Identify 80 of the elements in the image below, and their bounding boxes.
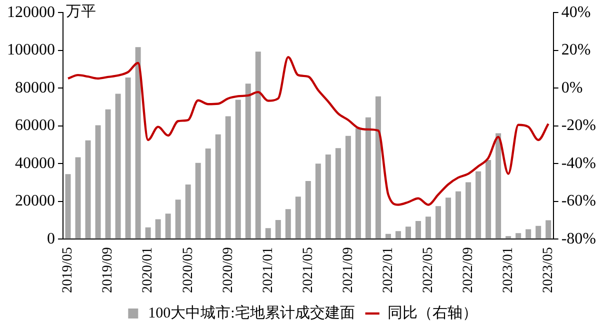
- bar: [385, 234, 391, 239]
- bar: [115, 94, 121, 239]
- bar: [335, 148, 341, 239]
- bar: [496, 133, 502, 239]
- bar: [405, 226, 411, 239]
- y-tick-label: 120000: [7, 4, 55, 21]
- x-tick-label: 2020/09: [220, 247, 236, 293]
- bar: [225, 116, 231, 239]
- x-tick-label: 2021/09: [340, 247, 356, 293]
- bar: [315, 164, 321, 239]
- x-tick-label: 2019/09: [100, 247, 116, 293]
- bar: [65, 174, 71, 239]
- bar: [185, 184, 191, 239]
- bar: [355, 128, 361, 239]
- bar: [506, 236, 512, 239]
- bar: [85, 140, 91, 239]
- y-tick-label: 60000: [15, 117, 55, 134]
- bar: [516, 233, 522, 239]
- x-tick-label: 2021/05: [300, 247, 316, 293]
- bar: [215, 134, 221, 239]
- x-tick-label: 2020/05: [180, 247, 196, 293]
- y-tick-label: 0: [47, 230, 55, 248]
- bar: [235, 100, 241, 239]
- x-tick-label: 2023/05: [541, 247, 556, 293]
- bar: [195, 162, 201, 239]
- y2-tick-label: 20%: [561, 42, 591, 59]
- bar: [75, 157, 81, 239]
- bar: [175, 200, 181, 239]
- x-tick-label: 2023/01: [500, 247, 516, 293]
- bar: [546, 220, 552, 239]
- bar: [105, 109, 111, 239]
- y2-tick-label: -20%: [561, 117, 596, 134]
- y-tick-label: 20000: [15, 192, 55, 210]
- y2-tick-label: -60%: [561, 192, 596, 210]
- bar: [526, 229, 532, 239]
- legend-label: 100大中城市:宅地累计成交建面: [148, 304, 355, 322]
- bar: [305, 180, 311, 239]
- bar: [135, 47, 141, 239]
- bar: [476, 171, 482, 239]
- bar: [255, 52, 261, 239]
- bar: [426, 216, 432, 239]
- y2-tick-label: -80%: [561, 230, 596, 248]
- bar: [415, 220, 421, 239]
- bar: [456, 191, 462, 239]
- line-series: [66, 56, 550, 206]
- y-tick-label: 100000: [7, 42, 55, 59]
- y2-tick-label: 40%: [561, 4, 591, 21]
- bar: [345, 136, 351, 239]
- bar: [155, 219, 161, 239]
- y-tick-label: 40000: [15, 154, 55, 172]
- bar: [245, 84, 251, 239]
- y2-tick-label: -40%: [561, 154, 596, 172]
- bar: [446, 198, 452, 239]
- bar: [275, 220, 281, 239]
- y-axis-title: 万平: [66, 4, 96, 20]
- bar: [466, 182, 472, 239]
- bar: [125, 78, 131, 239]
- x-tick-label: 2022/01: [380, 247, 396, 293]
- bar: [375, 96, 381, 239]
- bar: [365, 117, 371, 239]
- bar: [265, 228, 271, 239]
- x-tick-label: 2021/01: [260, 247, 276, 293]
- bar: [295, 196, 301, 239]
- bar: [486, 160, 492, 239]
- x-tick-label: 2022/09: [460, 247, 476, 293]
- bar: [325, 154, 331, 239]
- y2-tick-label: 0%: [561, 79, 583, 96]
- x-tick-label: 2019/05: [60, 247, 76, 293]
- x-tick-label: 2022/05: [420, 247, 436, 293]
- legend-label: 同比（右轴）: [387, 304, 478, 322]
- y-tick-label: 80000: [15, 79, 55, 96]
- bar: [165, 214, 171, 239]
- x-tick-label: 2020/01: [140, 247, 156, 293]
- bar: [436, 206, 442, 239]
- bar: [395, 231, 401, 239]
- bar: [95, 125, 101, 239]
- bar: [205, 148, 211, 239]
- bar: [536, 226, 542, 239]
- bar: [145, 227, 151, 239]
- bar: [285, 209, 291, 239]
